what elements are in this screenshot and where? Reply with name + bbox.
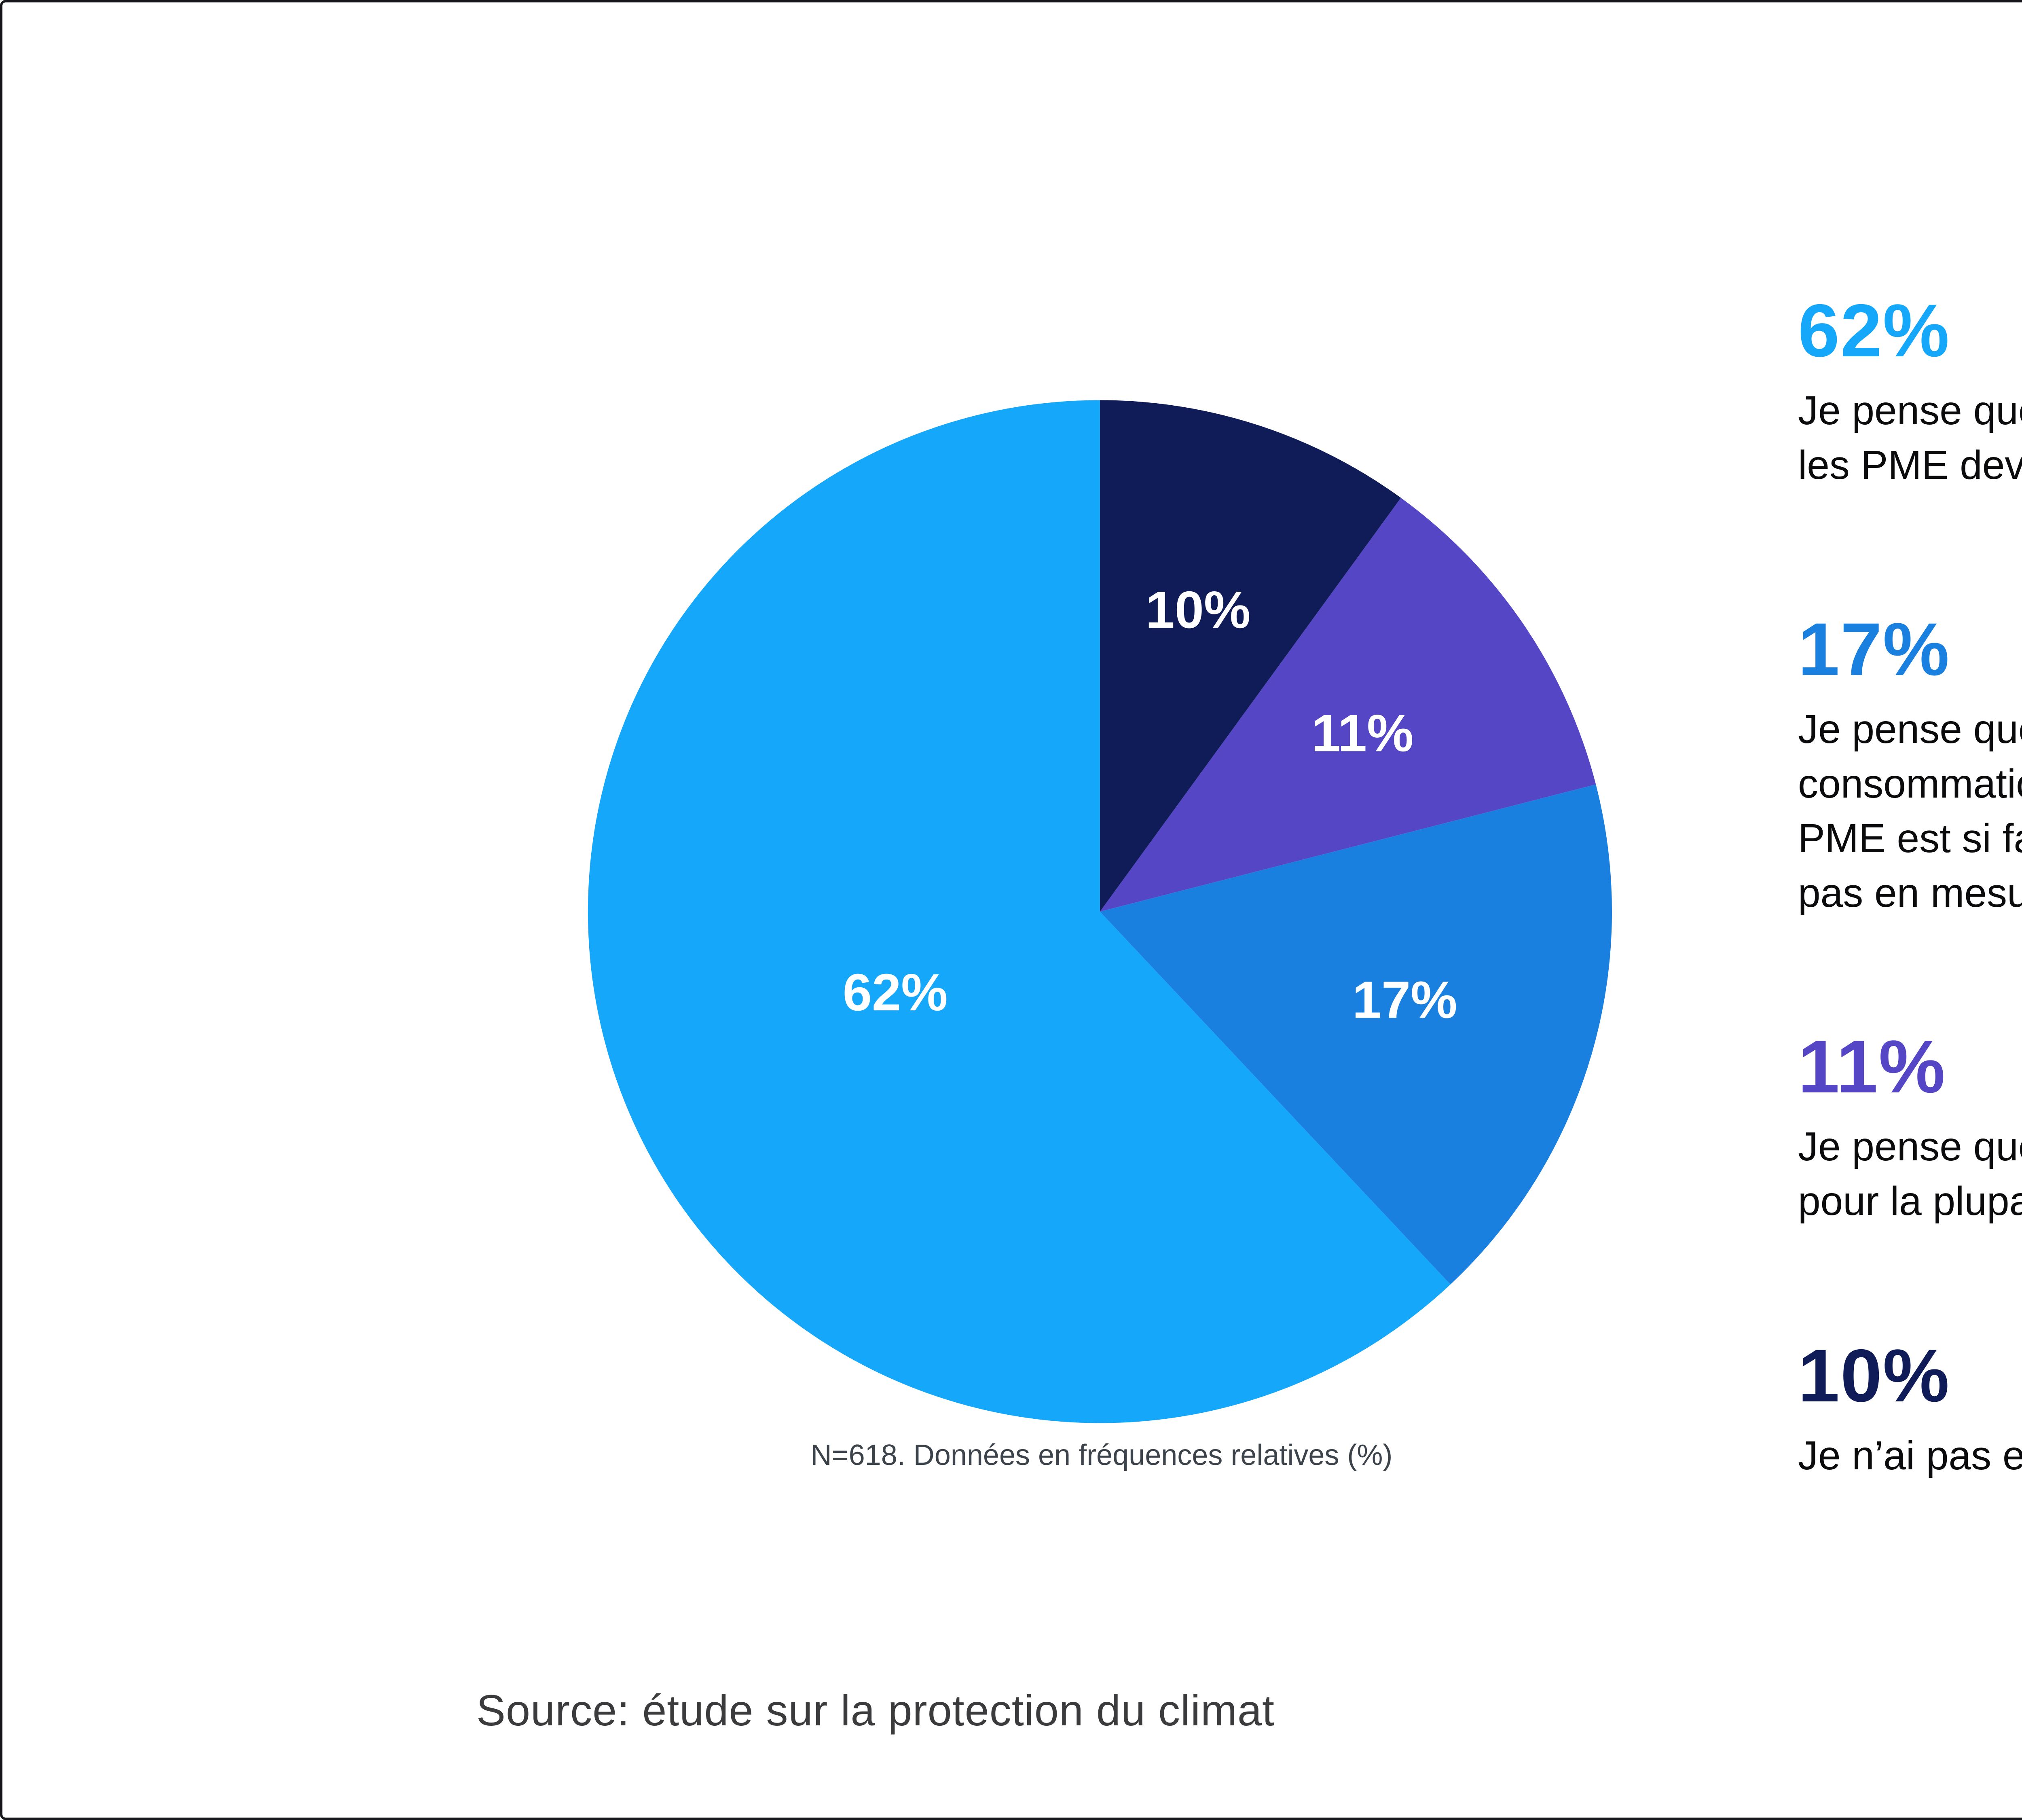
legend-block-11: 11% Je pense que le sujet n’est pas pert… — [1798, 1026, 2022, 1229]
legend-pct-17: 17% — [1798, 608, 1950, 691]
pie-slice-17 — [1100, 784, 1612, 1285]
legend: 62% Je pense que le sujet est important … — [1798, 2, 2022, 1818]
legend-pct-11: 11% — [1798, 1025, 1946, 1109]
legend-text-11: Je pense que le sujet n’est pas pertinen… — [1798, 1124, 2022, 1224]
legend-block-62: 62% Je pense que le sujet est important … — [1798, 290, 2022, 493]
pie-slice-62 — [588, 400, 1451, 1423]
pie-caption: N=618. Données en fréquences relatives (… — [810, 1439, 1393, 1471]
pie-label-17: 17% — [1352, 971, 1457, 1029]
pie-label-11: 11% — [1311, 704, 1414, 762]
legend-block-10: 10% Je n’ai pas encore d’avis sur la que… — [1798, 1335, 2022, 1483]
legend-pct-62: 62% — [1798, 289, 1950, 372]
pie-label-10: 10% — [1146, 581, 1251, 639]
legend-text-17: Je pense que le sujet est important, mai… — [1798, 707, 2022, 916]
pie-label-62: 62% — [843, 963, 948, 1022]
legend-block-17: 17% Je pense que le sujet est important,… — [1798, 609, 2022, 921]
pie-slice-10 — [1100, 400, 1401, 912]
source-note: Source: étude sur la protection du clima… — [476, 1686, 1275, 1735]
legend-pct-10: 10% — [1798, 1334, 1950, 1418]
legend-text-62: Je pense que le sujet est important et q… — [1798, 388, 2022, 488]
pie-slice-11 — [1100, 497, 1596, 912]
legend-text-10: Je n’ai pas encore d’avis sur la questio… — [1798, 1433, 2022, 1478]
